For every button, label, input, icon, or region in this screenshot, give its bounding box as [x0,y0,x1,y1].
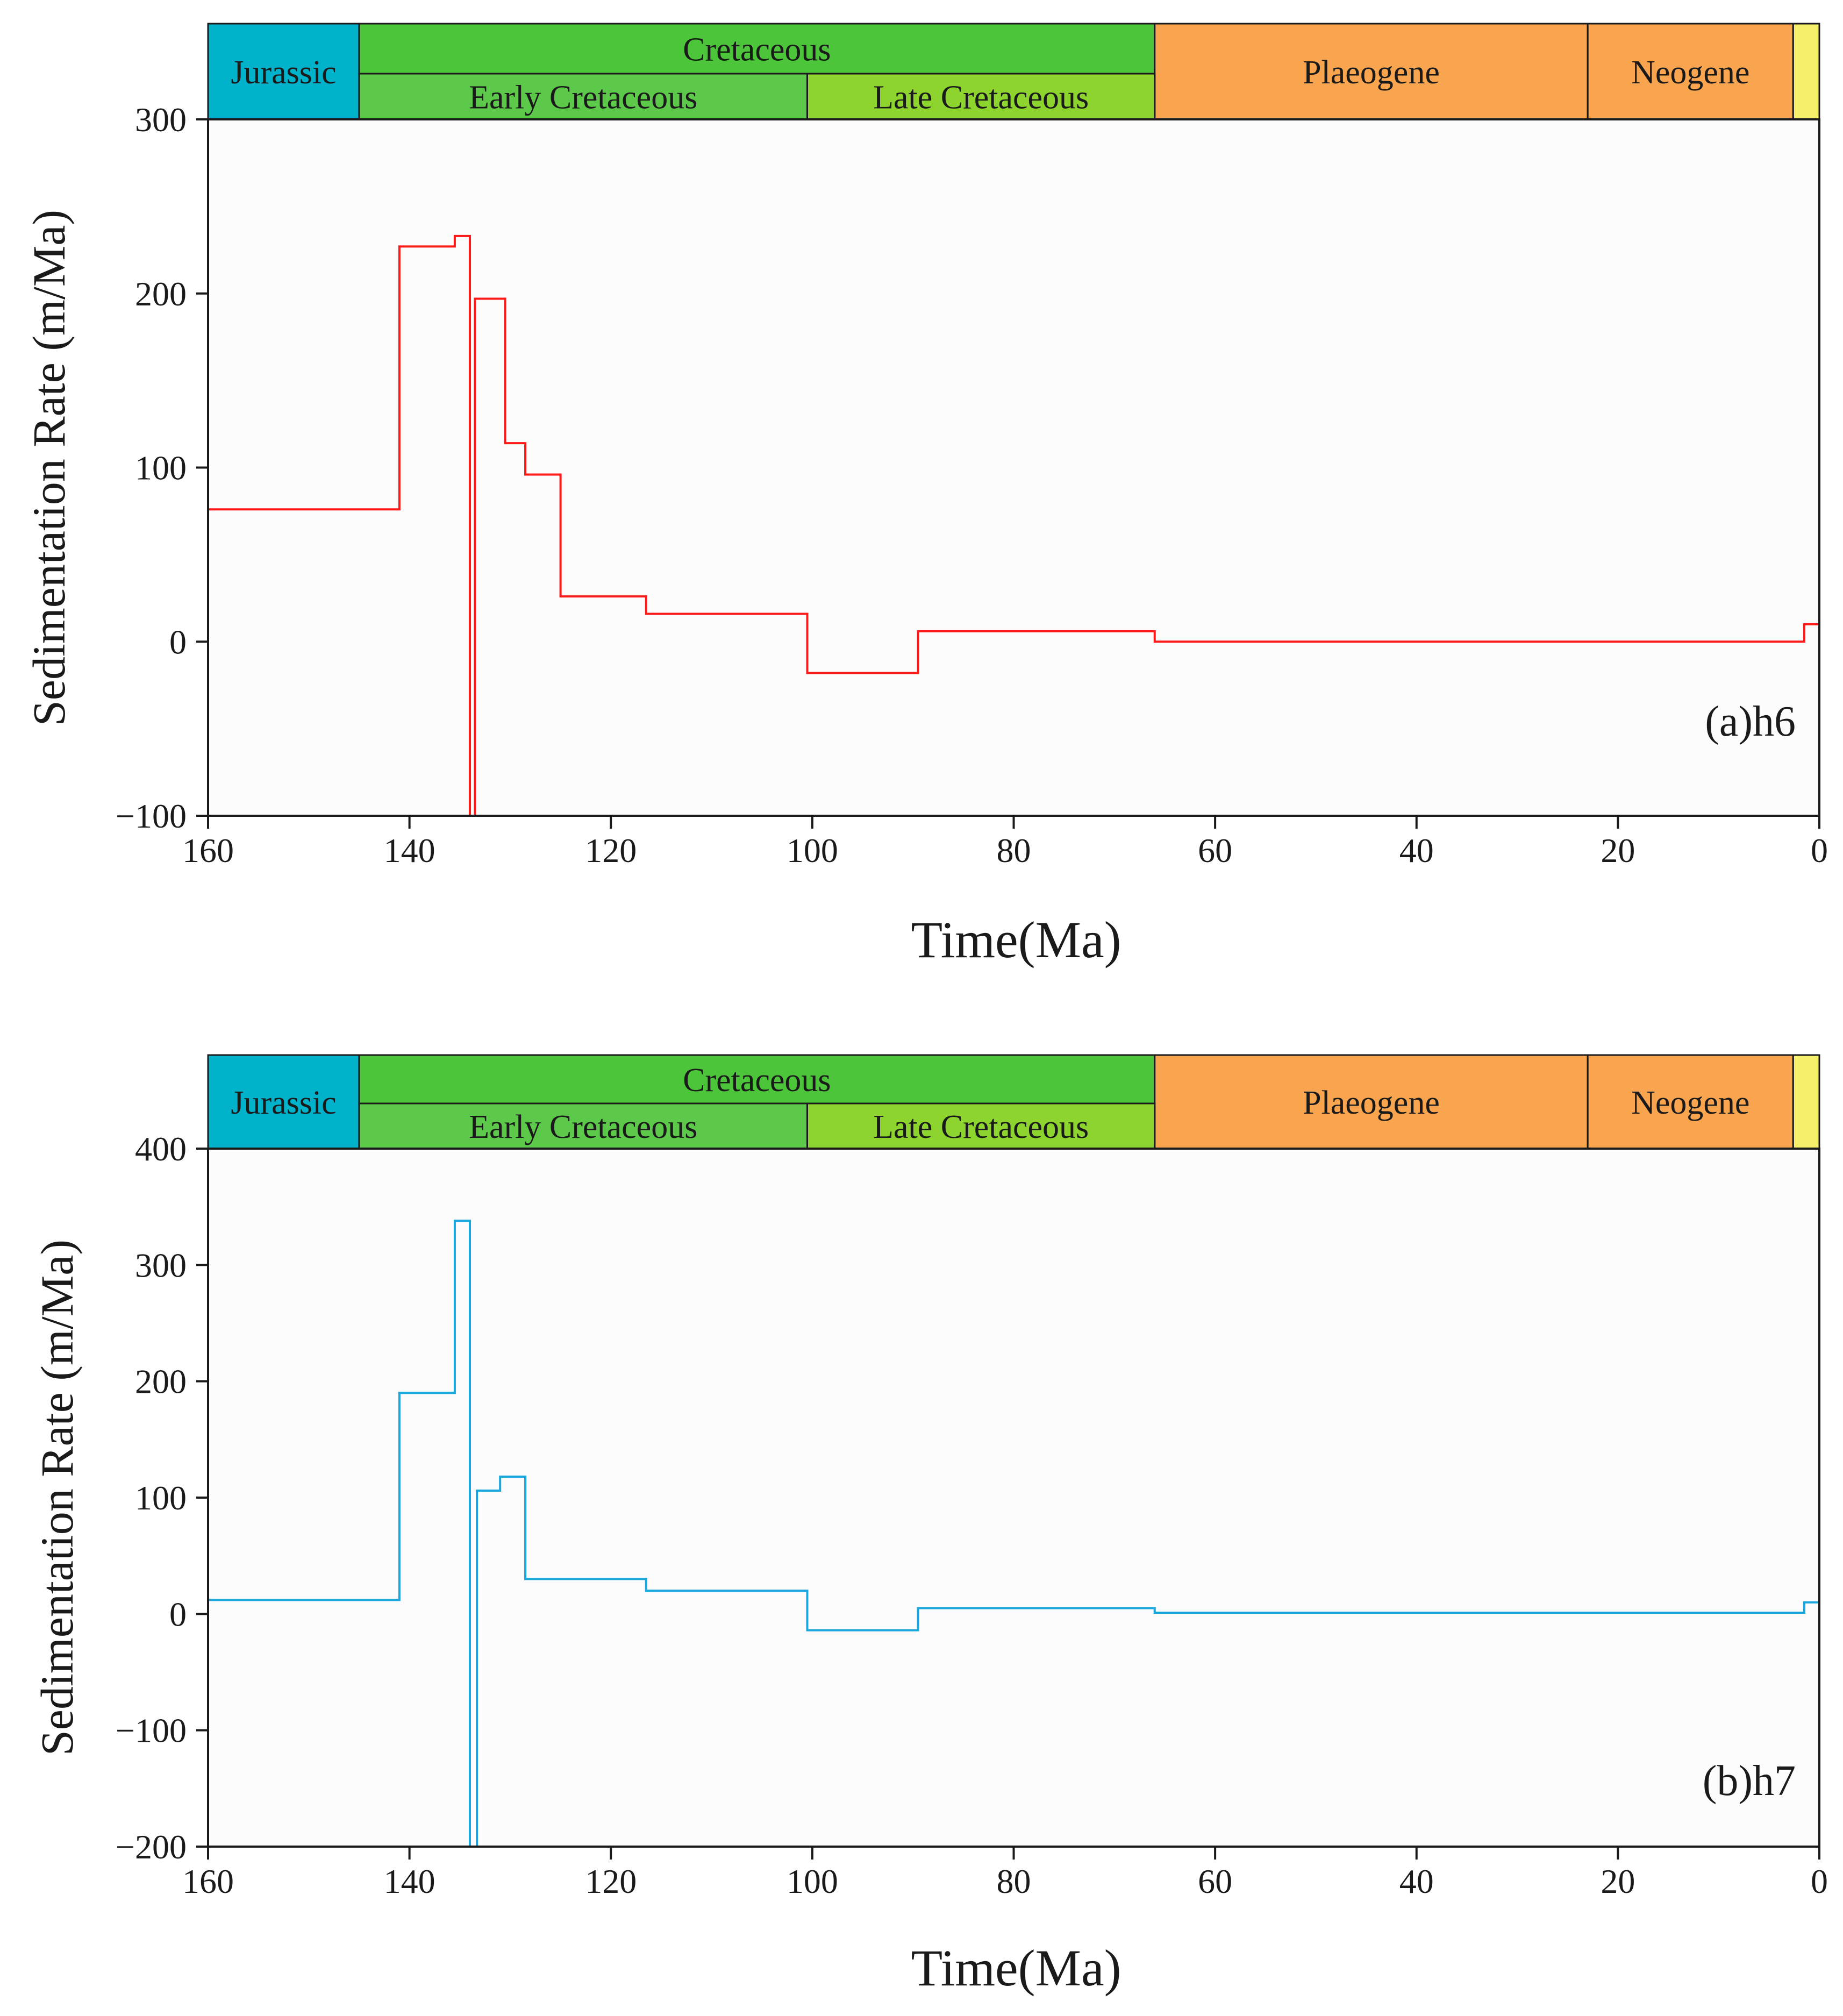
x-tick-label: 80 [997,831,1031,870]
y-tick-label: −100 [116,797,187,835]
y-tick-label: 0 [169,623,187,661]
y-tick-label: 100 [135,449,187,487]
x-tick-label: 20 [1601,1862,1635,1900]
panel-label-a: (a)h6 [1705,698,1796,745]
y-axis-title-a: Sedimentation Rate (m/Ma) [23,210,75,726]
sedimentation-rate-line-h7 [208,1220,1819,1848]
timescale-period-box [1587,23,1794,120]
y-tick-label: −100 [116,1712,187,1750]
timescale-epoch-box [358,1102,809,1150]
timescale-band-b: Jurassic Cretaceous Plaeogene Neogene Early … [207,1054,1820,1150]
y-tick-label: 200 [135,275,187,313]
chart-panel-b: Jurassic Cretaceous Plaeogene Neogene Early … [31,1054,1828,1997]
timescale-period-box [1154,23,1589,120]
timescale-period-box [1792,23,1820,120]
x-tick-label: 140 [384,1862,435,1900]
x-axis-ticks-a: 160 140 120 100 80 60 40 20 0 [182,816,1828,870]
x-tick-label: 20 [1601,831,1635,870]
timescale-period-box [207,1054,360,1150]
x-axis-title-a: Time(Ma) [911,911,1121,968]
x-tick-label: 80 [997,1862,1031,1900]
timescale-epoch-label: Early Cretaceous [469,80,697,116]
x-tick-label: 160 [182,831,234,870]
timescale-epoch-label: Late Cretaceous [873,80,1089,116]
timescale-period-label: Neogene [1631,54,1749,91]
x-axis-title-b: Time(Ma) [911,1939,1121,1997]
timescale-period-label: Cretaceous [683,1062,831,1099]
timescale-epoch-label: Early Cretaceous [469,1109,697,1145]
y-axis-ticks-b: 400 300 200 100 0 −100 −200 [116,1130,208,1866]
timescale-period-box [1587,1054,1794,1150]
x-tick-label: 60 [1198,831,1232,870]
timescale-period-box [358,1054,1156,1105]
timescale-epoch-label: Late Cretaceous [873,1109,1089,1145]
timescale-period-label: Cretaceous [683,32,831,68]
x-tick-label: 40 [1399,1862,1434,1900]
x-tick-label: 140 [384,831,435,870]
x-tick-label: 160 [182,1862,234,1900]
timescale-period-label: Jurassic [231,54,336,91]
y-tick-label: 300 [135,101,187,139]
x-tick-label: 60 [1198,1862,1232,1900]
x-tick-label: 0 [1811,831,1828,870]
x-tick-label: 100 [787,1862,838,1900]
y-tick-label: 0 [169,1595,187,1633]
y-tick-label: 100 [135,1479,187,1517]
y-axis-title-b: Sedimentation Rate (m/Ma) [31,1239,83,1756]
x-tick-label: 120 [585,831,637,870]
timescale-period-label: Plaeogene [1303,1085,1440,1121]
y-axis-ticks-a: 300 200 100 0 −100 [116,101,208,835]
timescale-period-label: Plaeogene [1303,54,1440,91]
x-tick-label: 100 [787,831,838,870]
timescale-band-a: Jurassic Cretaceous Plaeogene Neogene Early … [207,23,1820,120]
x-tick-label: 120 [585,1862,637,1900]
y-tick-label: 400 [135,1130,187,1168]
y-tick-label: −200 [116,1828,187,1866]
sedimentation-rate-line-h6 [208,234,1819,817]
timescale-period-box [1792,1054,1820,1150]
timescale-epoch-box [806,73,1156,120]
plot-area-b [208,1149,1819,1847]
plot-area-a [208,119,1819,816]
timescale-epoch-box [358,73,809,120]
y-tick-label: 300 [135,1246,187,1284]
timescale-period-label: Neogene [1631,1085,1749,1121]
timescale-period-label: Jurassic [231,1085,336,1121]
panel-label-b: (b)h7 [1703,1757,1796,1805]
x-tick-label: 40 [1399,831,1434,870]
chart-panel-a: Jurassic Cretaceous Plaeogene Neogene Early … [23,23,1828,968]
timescale-epoch-box [806,1102,1156,1150]
x-tick-label: 0 [1811,1862,1828,1900]
x-axis-ticks-b: 160 140 120 100 80 60 40 20 0 [182,1847,1828,1900]
y-tick-label: 200 [135,1363,187,1401]
